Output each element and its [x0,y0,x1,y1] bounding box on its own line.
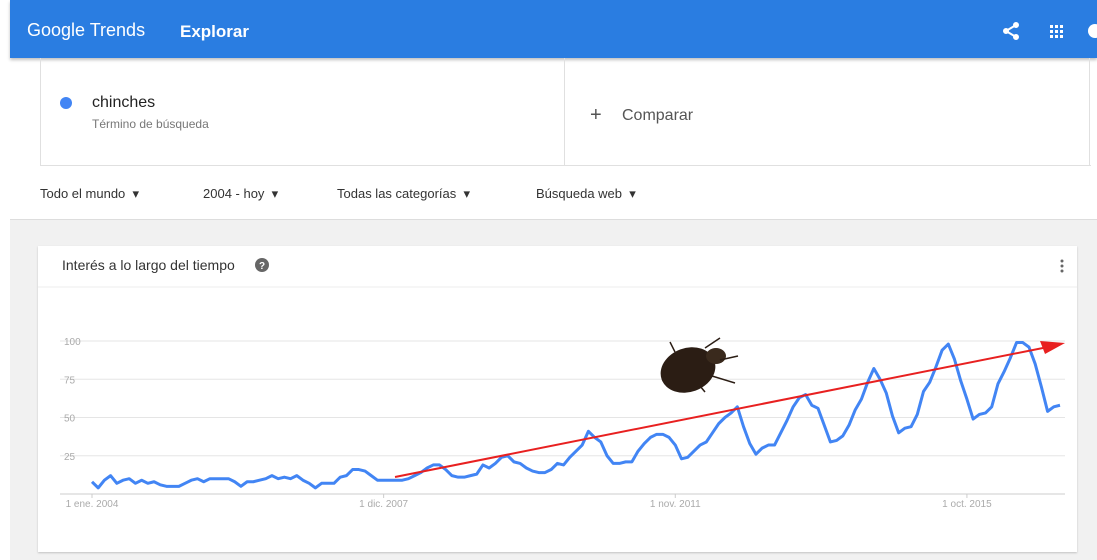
divider [1089,58,1090,165]
filter-label: Todo el mundo [40,186,126,201]
y-tick-label: 75 [64,375,76,386]
y-tick-label: 25 [64,452,76,463]
search-term[interactable]: chinches [92,94,156,111]
filter[interactable]: Todo el mundo ▾ [40,186,140,201]
trend-arrow [394,345,1054,478]
chart-card [38,246,1077,552]
x-tick-label: 1 dic. 2007 [359,499,408,510]
y-tick-label: 50 [64,414,76,425]
filter-label: Todas las categorías [337,186,457,201]
y-tick-label: 100 [64,337,81,348]
trend-line [90,341,1061,490]
filter[interactable]: Búsqueda web ▾ [536,186,636,201]
help-icon[interactable] [255,258,269,272]
logo[interactable]: Google Trends [27,20,146,40]
search-panel [40,58,1091,166]
chart-title: Interés a lo largo del tiempo [62,257,235,273]
help-icon-glyph: ? [259,261,265,272]
term-type: Término de búsqueda [92,117,209,131]
menu-icon[interactable] [1060,259,1064,273]
plus-icon[interactable]: + [590,104,602,126]
x-tick-label: 1 ene. 2004 [66,499,119,510]
header-bar: Google Trends Explorar [10,0,1097,58]
header-icons[interactable] [1000,20,1097,42]
bedbug-image [660,337,739,393]
term-color [60,97,72,109]
arrow-head [1040,341,1065,354]
x-tick-label: 1 nov. 2011 [650,499,701,510]
x-tick-label: 1 oct. 2015 [942,499,992,510]
compare[interactable]: Comparar [622,107,694,124]
filter[interactable]: 2004 - hoy ▾ [203,186,279,201]
filter-label: Búsqueda web [536,186,623,201]
filter-label: 2004 - hoy [203,186,265,201]
divider [564,58,565,165]
filter[interactable]: Todas las categorías ▾ [337,186,470,201]
section-title[interactable]: Explorar [180,22,249,41]
